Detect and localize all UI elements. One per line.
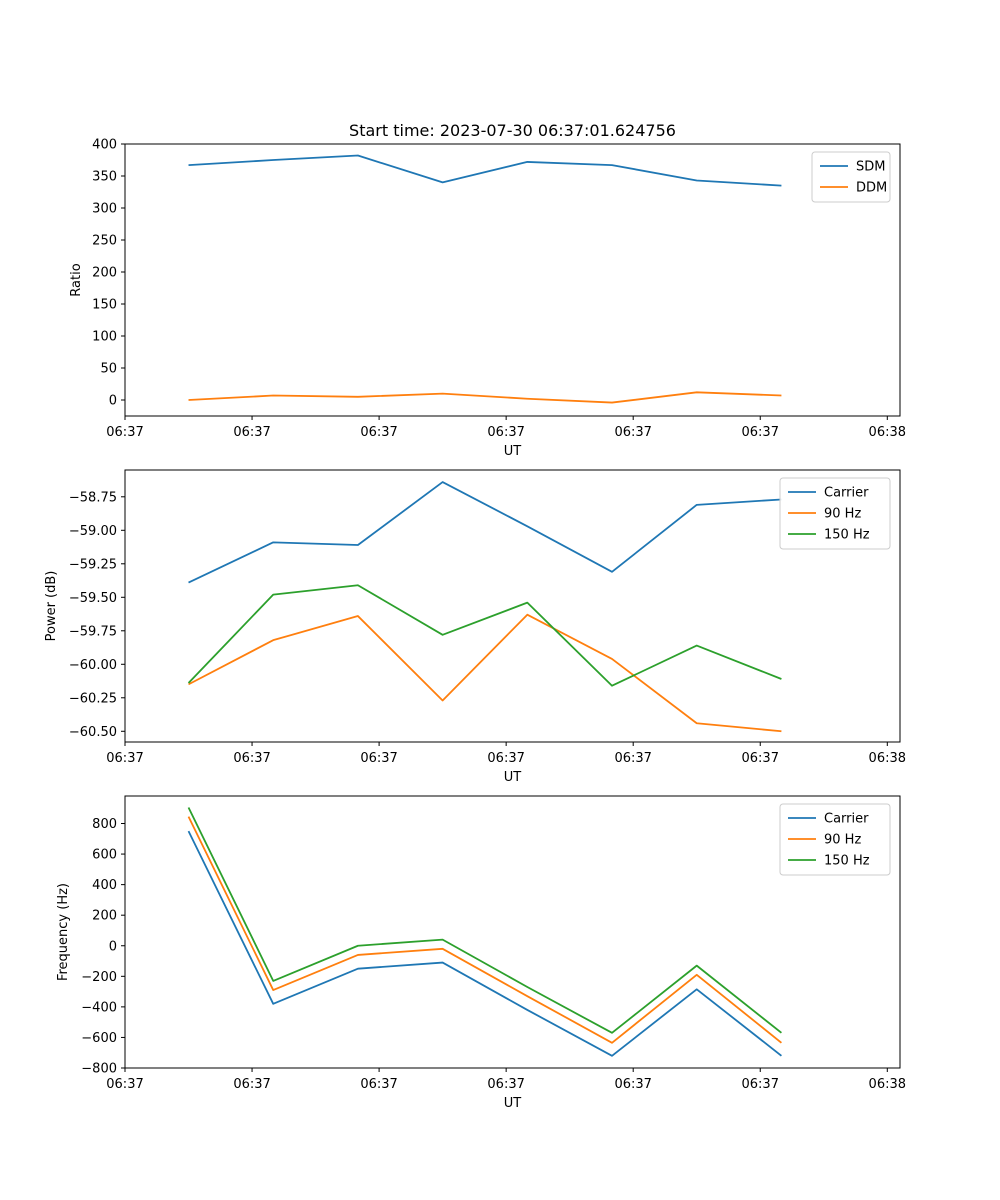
y-tick-label: −59.50 bbox=[69, 591, 117, 606]
y-tick-label: −60.00 bbox=[69, 658, 117, 673]
plot-area bbox=[125, 144, 900, 416]
y-tick-label: 400 bbox=[92, 138, 117, 153]
series-line-90-hz bbox=[187, 816, 782, 1044]
y-tick-label: 0 bbox=[109, 394, 117, 409]
y-tick-label: 350 bbox=[92, 170, 117, 185]
x-tick-label: 06:38 bbox=[869, 751, 906, 766]
x-tick-label: 06:37 bbox=[742, 1077, 779, 1092]
legend: Carrier 90 Hz 150 Hz bbox=[779, 803, 891, 876]
y-tick-label: −60.50 bbox=[69, 725, 117, 740]
y-tick-label: −600 bbox=[81, 1031, 117, 1046]
x-tick-label: 06:37 bbox=[742, 751, 779, 766]
axes-frame bbox=[124, 795, 901, 1069]
y-tick-label: 250 bbox=[92, 234, 117, 249]
x-tick-label: 06:37 bbox=[360, 1077, 397, 1092]
x-axis-label: UT bbox=[504, 770, 522, 785]
legend-box bbox=[779, 477, 891, 550]
x-tick-label: 06:37 bbox=[487, 1077, 524, 1092]
x-tick-label: 06:37 bbox=[360, 425, 397, 440]
y-tick-label: −59.75 bbox=[69, 624, 117, 639]
y-axis-label: Frequency (Hz) bbox=[56, 883, 71, 981]
x-tick-label: 06:37 bbox=[487, 751, 524, 766]
y-tick-label: 800 bbox=[92, 817, 117, 832]
series-line-ddm bbox=[188, 391, 782, 404]
x-tick-label: 06:38 bbox=[869, 425, 906, 440]
series-line-150-hz bbox=[187, 807, 782, 1034]
y-tick-label: 200 bbox=[92, 909, 117, 924]
chart-panel-2: −60.50 −60.25 −60.00 −59.75 −59.50 −59.25 −59.… bbox=[44, 469, 906, 785]
y-tick-label: −400 bbox=[81, 1000, 117, 1015]
chart-panel-3: −800 −600 −400 −200 0 200 400 600 800 06:37 06:37 0… bbox=[56, 795, 906, 1111]
y-tick-label: 400 bbox=[92, 878, 117, 893]
y-tick-label: 100 bbox=[92, 330, 117, 345]
x-tick-label: 06:37 bbox=[614, 751, 651, 766]
x-axis-label: UT bbox=[504, 444, 522, 459]
y-tick-label: −59.25 bbox=[69, 557, 117, 572]
y-tick-label: 50 bbox=[100, 362, 117, 377]
y-tick-label: 150 bbox=[92, 298, 117, 313]
y-tick-label: −59.00 bbox=[69, 524, 117, 539]
legend-label: SDM bbox=[856, 160, 885, 175]
x-tick-label: 06:37 bbox=[106, 1077, 143, 1092]
y-tick-label: −800 bbox=[81, 1062, 117, 1077]
y-axis-label: Ratio bbox=[69, 263, 84, 296]
y-tick-label: −58.75 bbox=[69, 490, 117, 505]
x-tick-label: 06:37 bbox=[233, 1077, 270, 1092]
axes-frame bbox=[124, 469, 901, 743]
series-line-carrier bbox=[187, 830, 782, 1057]
legend-label: 150 Hz bbox=[824, 854, 870, 869]
legend-box bbox=[811, 151, 891, 203]
x-tick-label: 06:37 bbox=[614, 1077, 651, 1092]
x-tick-label: 06:37 bbox=[106, 751, 143, 766]
y-tick-label: 300 bbox=[92, 202, 117, 217]
plot-area bbox=[125, 796, 900, 1068]
legend-label: 90 Hz bbox=[824, 507, 861, 522]
x-axis-label: UT bbox=[504, 1096, 522, 1111]
legend-label: 150 Hz bbox=[824, 528, 870, 543]
x-tick-label: 06:37 bbox=[487, 425, 524, 440]
x-tick-label: 06:38 bbox=[869, 1077, 906, 1092]
series-line-90-hz bbox=[188, 613, 782, 733]
y-tick-label: −60.25 bbox=[69, 691, 117, 706]
legend: SDM DDM bbox=[811, 151, 891, 203]
legend-box bbox=[779, 803, 891, 876]
series-line-carrier bbox=[188, 481, 782, 584]
series-line-sdm bbox=[188, 154, 782, 187]
x-tick-label: 06:37 bbox=[360, 751, 397, 766]
legend: Carrier 90 Hz 150 Hz bbox=[779, 477, 891, 550]
x-tick-label: 06:37 bbox=[233, 751, 270, 766]
x-tick-label: 06:37 bbox=[233, 425, 270, 440]
x-tick-label: 06:37 bbox=[106, 425, 143, 440]
chart-title: Start time: 2023-07-30 06:37:01.624756 bbox=[349, 121, 676, 140]
y-tick-label: 0 bbox=[109, 939, 117, 954]
legend-label: Carrier bbox=[824, 486, 869, 501]
x-tick-label: 06:37 bbox=[742, 425, 779, 440]
axes-frame bbox=[124, 143, 901, 417]
series-line-150-hz bbox=[187, 584, 782, 687]
y-tick-label: −200 bbox=[81, 970, 117, 985]
plot-area bbox=[125, 470, 900, 742]
y-tick-label: 200 bbox=[92, 266, 117, 281]
legend-label: DDM bbox=[856, 181, 887, 196]
chart-panel-1: 0 50 100 150 200 250 300 350 400 06:37 06:37 06:37 0… bbox=[69, 121, 906, 459]
y-tick-label: 600 bbox=[92, 848, 117, 863]
x-tick-label: 06:37 bbox=[614, 425, 651, 440]
y-axis-label: Power (dB) bbox=[44, 571, 59, 642]
legend-label: Carrier bbox=[824, 812, 869, 827]
legend-label: 90 Hz bbox=[824, 833, 861, 848]
